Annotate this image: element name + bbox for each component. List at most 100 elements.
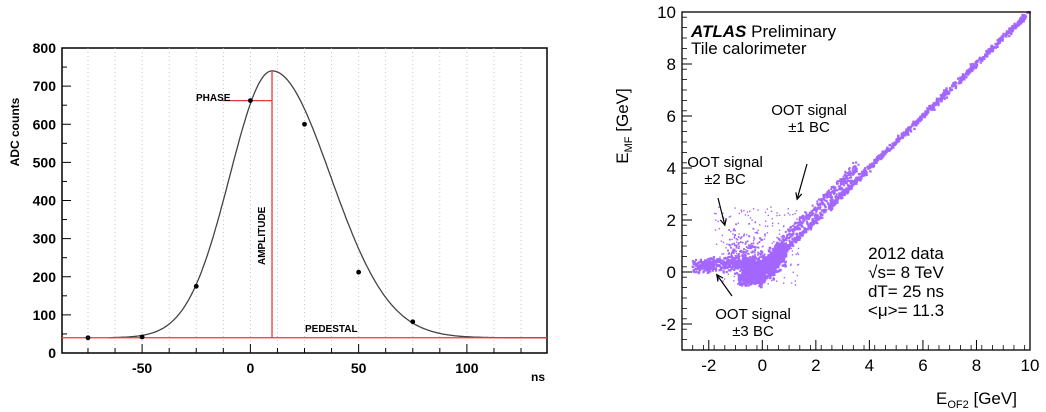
scatter-point (1022, 18, 1025, 21)
scatter-point (754, 221, 757, 223)
scatter-point (712, 266, 716, 270)
scatter-point (759, 224, 761, 226)
y-label-sub: MF (623, 136, 635, 152)
scatter-point (694, 262, 697, 265)
scatter-point (754, 281, 758, 284)
scatter-point (766, 232, 769, 234)
scatter-point (900, 135, 903, 138)
scatter-point (757, 281, 760, 284)
scatter-point (852, 162, 855, 164)
scatter-point (854, 181, 857, 184)
scatter-point (698, 270, 701, 274)
scatter-point (779, 251, 782, 255)
scatter-point (929, 106, 933, 109)
scatter-point (733, 249, 736, 251)
scatter-point (750, 267, 754, 270)
scatter-point (745, 271, 748, 274)
scatter-point (960, 79, 963, 82)
scatter-point (735, 272, 739, 275)
y-tick-label: 10 (657, 3, 676, 22)
scatter-point (826, 202, 829, 205)
y-tick-label: 2 (667, 211, 676, 230)
scatter-point (842, 188, 845, 192)
scatter-point (731, 258, 734, 261)
scatter-point (738, 245, 740, 247)
scatter-point (770, 258, 773, 260)
scatter-point (754, 232, 757, 234)
scatter-point (937, 99, 940, 102)
scatter-point (759, 279, 762, 282)
scatter-point (776, 280, 778, 282)
scatter-point (727, 249, 729, 252)
scatter-point (738, 256, 741, 259)
scatter-point (710, 261, 713, 264)
scatter-point (754, 253, 756, 256)
scatter-point (844, 179, 847, 182)
scatter-point (979, 58, 982, 61)
scatter-point (783, 277, 786, 279)
scatter-point (732, 229, 735, 232)
scatter-point (749, 277, 752, 280)
scatter-point (736, 238, 739, 241)
scatter-point (758, 252, 761, 255)
scatter-point (771, 225, 774, 227)
scatter-point (841, 187, 844, 190)
scatter-point (774, 250, 777, 253)
scatter-point (734, 234, 736, 236)
scatter-point (696, 263, 699, 266)
scatter-point (864, 167, 867, 170)
scatter-point (742, 273, 746, 276)
scatter-point (776, 253, 779, 256)
scatter-point (741, 265, 744, 268)
scatter-point (832, 185, 835, 188)
scatter-point (736, 253, 738, 255)
scatter-point (816, 206, 819, 209)
scatter-point (835, 193, 838, 196)
scatter-point (979, 61, 982, 64)
scatter-point (776, 243, 779, 246)
scatter-point (838, 187, 841, 190)
scatter-point (743, 209, 745, 212)
scatter-point (735, 238, 737, 240)
scatter-point (768, 246, 772, 250)
scatter-point (734, 267, 737, 270)
scatter-point (728, 260, 731, 263)
scatter-point (719, 266, 722, 269)
sample-point (139, 334, 145, 340)
scatter-point (738, 262, 741, 264)
y-tick-label: 300 (33, 231, 57, 247)
scatter-point (723, 257, 726, 260)
scatter-point (766, 263, 770, 266)
scatter-point (868, 165, 872, 169)
scatter-point (875, 158, 878, 162)
scatter-point (912, 120, 915, 123)
scatter-point (758, 262, 760, 265)
scatter-point (968, 70, 971, 73)
scatter-point (829, 194, 832, 197)
scatter-point (772, 264, 775, 266)
scatter-point (884, 151, 887, 154)
scatter-point (845, 187, 848, 190)
scatter-point (772, 276, 775, 279)
scatter-point (744, 243, 747, 245)
scatter-point (703, 260, 706, 263)
scatter-point (739, 275, 742, 278)
scatter-point (717, 261, 720, 264)
scatter-point (808, 222, 812, 226)
scatter-point (790, 264, 792, 267)
scatter-point (878, 154, 881, 157)
scatter-point (757, 257, 760, 260)
scatter-point (838, 194, 841, 197)
scatter-point (819, 206, 822, 209)
scatter-point (767, 262, 769, 265)
scatter-point (1001, 37, 1004, 40)
scatter-point (842, 175, 845, 178)
scatter-point (934, 103, 937, 106)
scatter-point (760, 266, 764, 270)
scatter-point (754, 261, 757, 263)
scatter-point (734, 244, 737, 247)
scatter-point (744, 256, 747, 258)
scatter-point (717, 220, 719, 223)
y-tick-label: 600 (33, 116, 57, 132)
scatter-point (803, 219, 806, 222)
